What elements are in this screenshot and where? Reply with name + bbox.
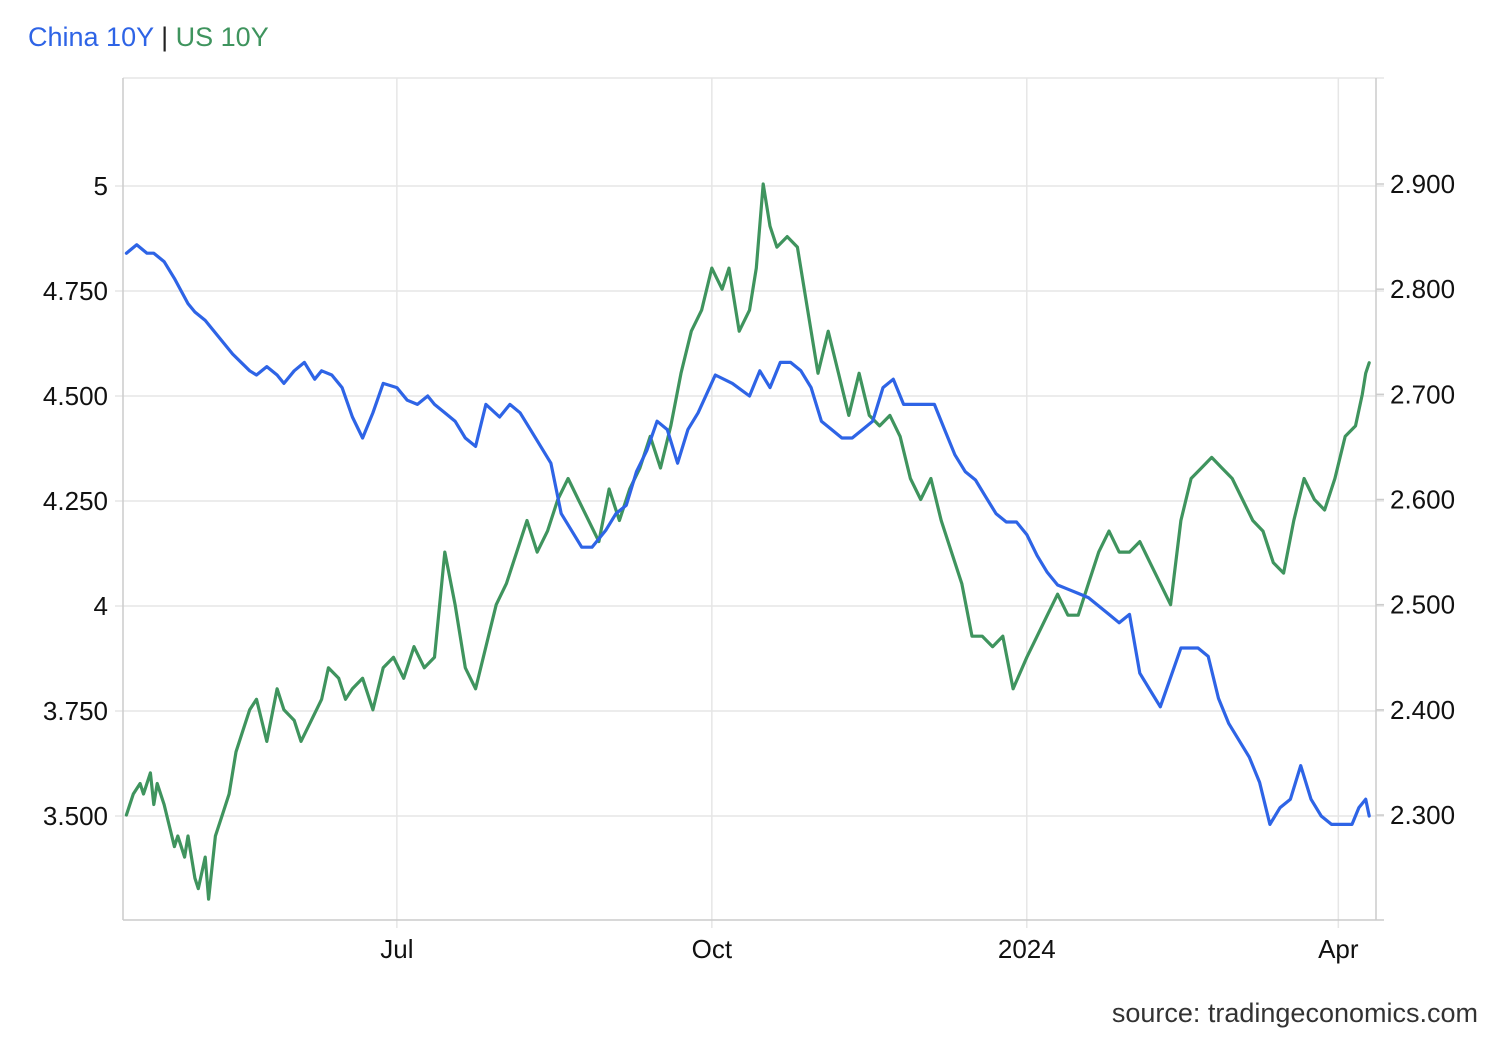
right-axis-tick-label: 2.600 [1390,485,1455,515]
right-axis-tick-label: 2.400 [1390,695,1455,725]
legend-us-10y[interactable]: US 10Y [175,22,269,52]
x-axis-tick-label: Apr [1318,934,1359,964]
series-lines [124,182,1371,901]
left-axis-tick-label: 4.250 [43,486,108,516]
x-axis-tick-label: Jul [380,934,413,964]
series-line-china-10y[interactable] [124,243,1371,827]
x-axis-tick-label: 2024 [998,934,1056,964]
source-attribution[interactable]: source: tradingeconomics.com [1111,998,1478,1028]
right-axis-tick-label: 2.500 [1390,590,1455,620]
left-axis-tick-label: 3.750 [43,696,108,726]
axes [122,78,1384,921]
grid-lines [115,77,1384,928]
left-axis-tick-label: 4.500 [43,381,108,411]
right-axis-tick-label: 2.900 [1390,169,1455,199]
left-axis-tick-label: 4.750 [43,276,108,306]
left-axis-tick-label: 4 [94,591,108,621]
tick-labels: 5 4.750 4.500 4.250 4 3.750 3.500 2.900 2.800 2.7… [43,169,1455,964]
chart-legend: China 10Y | US 10Y [28,22,269,53]
right-axis-tick-label: 2.700 [1390,379,1455,409]
right-axis-tick-label: 2.300 [1390,800,1455,830]
left-axis-tick-label: 5 [94,171,108,201]
series-line-us-10y[interactable] [124,182,1371,901]
legend-separator: | [161,22,169,52]
right-axis-tick-label: 2.800 [1390,274,1455,304]
x-axis-tick-label: Oct [692,934,733,964]
legend-china-10y[interactable]: China 10Y [28,22,154,52]
left-axis-tick-label: 3.500 [43,801,108,831]
